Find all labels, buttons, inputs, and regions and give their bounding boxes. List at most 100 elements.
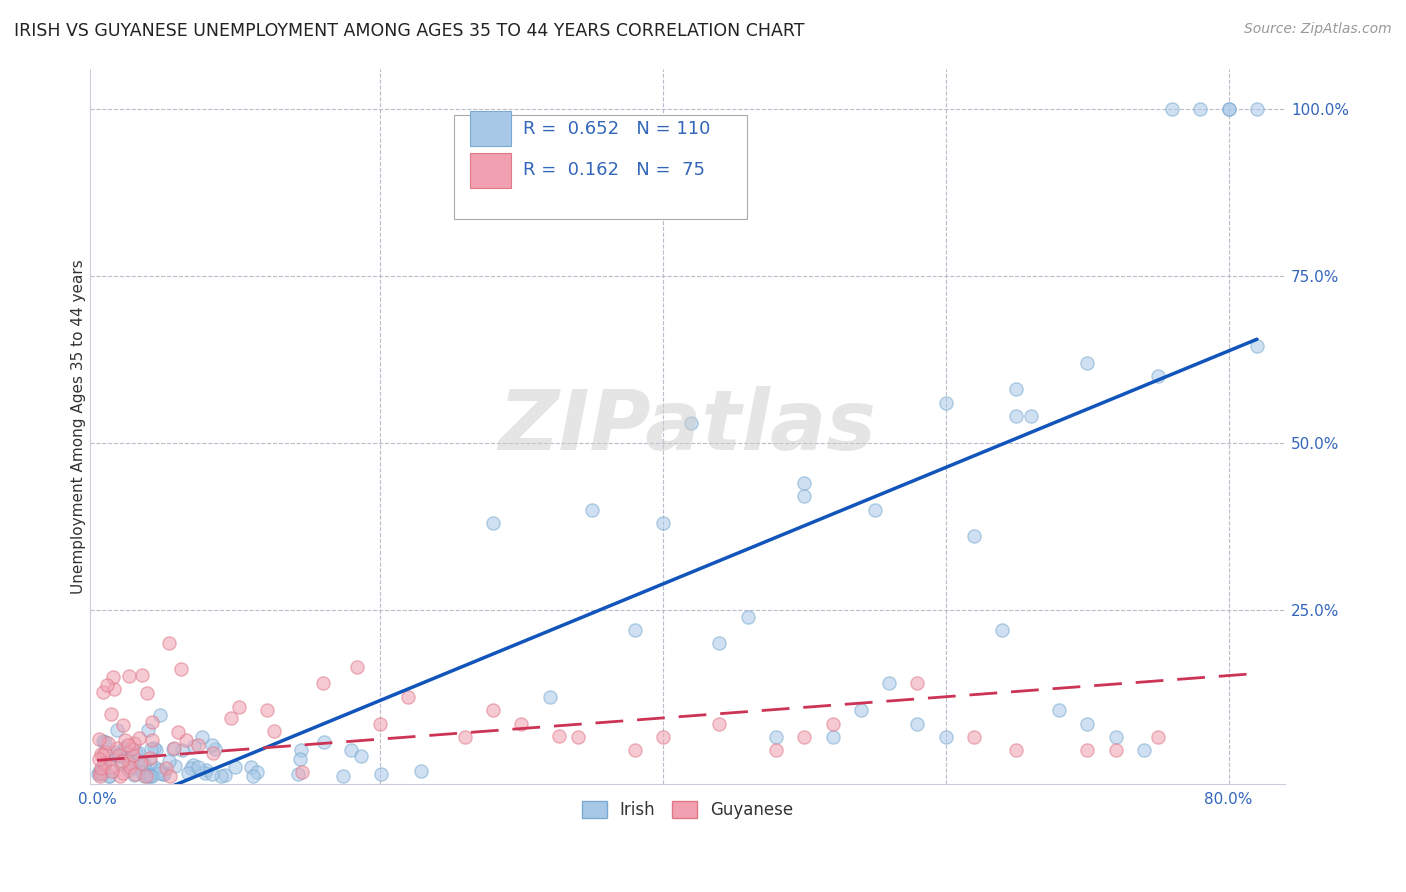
Point	[1246, 102, 1268, 116]
Point	[651, 730, 673, 744]
Point	[1246, 339, 1268, 353]
Point	[122, 768, 145, 782]
Point	[132, 757, 155, 772]
Point	[246, 764, 269, 779]
Point	[510, 716, 533, 731]
Point	[1005, 409, 1028, 423]
Point	[290, 752, 312, 766]
Point	[877, 676, 900, 690]
Point	[240, 759, 263, 773]
Point	[765, 743, 787, 757]
Point	[263, 723, 285, 738]
Point	[105, 723, 128, 738]
Point	[124, 761, 146, 775]
Point	[107, 747, 129, 762]
Point	[90, 761, 112, 775]
Point	[180, 761, 202, 775]
Point	[149, 766, 172, 780]
Point	[118, 757, 141, 772]
Point	[97, 769, 120, 783]
Point	[291, 764, 314, 779]
Point	[141, 742, 163, 756]
Point	[141, 732, 163, 747]
Point	[103, 745, 125, 759]
Point	[103, 682, 125, 697]
Point	[187, 738, 209, 752]
Point	[170, 662, 193, 676]
Point	[765, 730, 787, 744]
Point	[163, 759, 186, 773]
FancyBboxPatch shape	[470, 153, 510, 188]
Point	[135, 769, 157, 783]
Point	[117, 739, 139, 753]
Point	[89, 769, 111, 783]
Point	[145, 743, 167, 757]
Point	[139, 751, 162, 765]
Point	[91, 685, 114, 699]
Point	[214, 767, 236, 781]
Point	[793, 730, 815, 744]
Point	[111, 766, 134, 780]
Point	[100, 707, 122, 722]
Point	[139, 755, 162, 769]
Point	[124, 767, 146, 781]
Point	[114, 733, 136, 747]
Point	[141, 715, 163, 730]
Text: IRISH VS GUYANESE UNEMPLOYMENT AMONG AGES 35 TO 44 YEARS CORRELATION CHART: IRISH VS GUYANESE UNEMPLOYMENT AMONG AGE…	[14, 22, 804, 40]
Point	[132, 769, 155, 783]
Point	[312, 676, 335, 690]
Point	[242, 769, 264, 783]
Point	[1076, 716, 1098, 731]
Point	[201, 738, 224, 752]
Point	[111, 754, 134, 768]
Point	[94, 745, 117, 759]
Point	[127, 745, 149, 759]
Legend: Irish, Guyanese: Irish, Guyanese	[575, 794, 800, 825]
Point	[143, 741, 166, 756]
Text: ZIPatlas: ZIPatlas	[499, 385, 876, 467]
Point	[87, 764, 110, 779]
Point	[145, 761, 167, 775]
Point	[105, 740, 128, 755]
Point	[202, 746, 225, 760]
Point	[548, 730, 571, 744]
Point	[1189, 102, 1212, 116]
Point	[1047, 703, 1070, 717]
Point	[128, 731, 150, 745]
Point	[114, 751, 136, 765]
Point	[863, 502, 886, 516]
Point	[623, 623, 645, 637]
Point	[135, 763, 157, 777]
Point	[681, 416, 703, 430]
Point	[152, 767, 174, 781]
Text: R =  0.652   N = 110: R = 0.652 N = 110	[523, 120, 710, 138]
Point	[1161, 102, 1184, 116]
Point	[108, 748, 131, 763]
Point	[96, 678, 118, 692]
Text: Source: ZipAtlas.com: Source: ZipAtlas.com	[1244, 22, 1392, 37]
Point	[131, 756, 153, 770]
Point	[340, 743, 363, 757]
Point	[93, 759, 115, 773]
Point	[567, 730, 589, 744]
Point	[98, 760, 121, 774]
Point	[1019, 409, 1042, 423]
Point	[176, 733, 198, 747]
Point	[194, 765, 217, 780]
Point	[122, 748, 145, 763]
Point	[91, 733, 114, 747]
Point	[287, 767, 309, 781]
Point	[935, 395, 957, 409]
Point	[935, 730, 957, 744]
Point	[191, 730, 214, 744]
Point	[138, 769, 160, 783]
Point	[709, 636, 731, 650]
Point	[117, 763, 139, 777]
Point	[370, 767, 392, 781]
Point	[1218, 102, 1240, 116]
Point	[138, 767, 160, 781]
Point	[141, 769, 163, 783]
Point	[153, 767, 176, 781]
Point	[454, 730, 477, 744]
Point	[538, 690, 561, 704]
